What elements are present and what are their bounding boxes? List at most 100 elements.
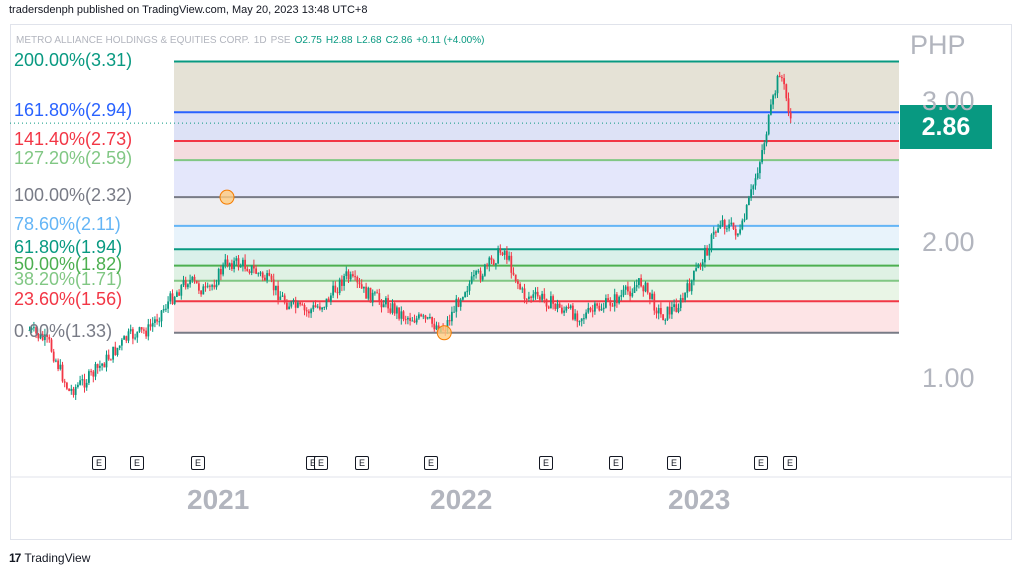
candle-body	[220, 268, 222, 275]
earnings-event-icon[interactable]: E	[783, 456, 797, 470]
candle-body	[642, 286, 645, 292]
candle-body	[497, 248, 499, 264]
candle-body	[539, 296, 541, 300]
candle-body	[754, 178, 757, 186]
candle-body	[422, 315, 425, 317]
candle-body	[776, 75, 779, 94]
earnings-event-icon[interactable]: E	[191, 456, 205, 470]
candle-body	[607, 298, 609, 301]
candle-body	[415, 318, 418, 323]
candle-body	[299, 302, 301, 305]
candle-body	[63, 381, 66, 383]
candle-body	[382, 304, 385, 308]
candle-body	[495, 263, 497, 265]
candle-body	[261, 272, 264, 278]
candle-body	[602, 307, 605, 310]
candle-body	[686, 283, 689, 293]
candle-body	[37, 333, 40, 339]
candle-body	[178, 292, 180, 296]
candle-body	[785, 84, 788, 99]
candle-body	[712, 231, 715, 235]
fib-zone	[174, 301, 899, 333]
candle-body	[688, 283, 691, 292]
candle-body	[517, 281, 519, 284]
earnings-event-icon[interactable]: E	[92, 456, 106, 470]
candle-body	[88, 371, 90, 383]
candle-body	[756, 173, 759, 179]
candle-body	[121, 339, 123, 346]
candle-body	[613, 294, 616, 307]
candle-body	[116, 348, 119, 356]
candle-body	[774, 93, 777, 96]
fib-level-label: 141.40%(2.73)	[14, 128, 133, 149]
candle-body	[286, 302, 288, 310]
candle-body	[242, 259, 244, 266]
candle-body	[123, 336, 125, 340]
earnings-event-icon[interactable]: E	[355, 456, 369, 470]
candle-body	[541, 293, 543, 300]
legend-symbol: METRO ALLIANCE HOLDINGS & EQUITIES CORP.	[16, 35, 250, 46]
candle-body	[671, 307, 673, 315]
candle-body	[528, 296, 530, 299]
candle-body	[726, 228, 728, 230]
earnings-event-icon[interactable]: E	[314, 456, 328, 470]
candle-body	[512, 272, 515, 275]
candle-body	[292, 299, 295, 302]
candle-body	[143, 329, 145, 331]
candle-body	[184, 280, 187, 288]
earnings-event-icon[interactable]: E	[754, 456, 768, 470]
candle-body	[365, 286, 367, 299]
candle-body	[158, 321, 161, 323]
candle-body	[638, 278, 640, 286]
candle-body	[536, 291, 539, 297]
brand-name: TradingView	[24, 551, 91, 565]
candle-body	[763, 143, 766, 151]
candle-body	[281, 295, 284, 297]
candle-body	[464, 292, 466, 298]
tradingview-logo-icon: 17	[9, 551, 21, 565]
candle-body	[70, 388, 73, 391]
candle-body	[268, 273, 271, 276]
earnings-event-icon[interactable]: E	[539, 456, 553, 470]
candle-body	[730, 222, 733, 225]
candle-body	[30, 327, 33, 330]
candle-body	[429, 317, 431, 319]
candle-body	[341, 279, 343, 286]
candle-body	[330, 295, 332, 302]
candle-body	[235, 258, 238, 261]
candle-body	[558, 303, 561, 308]
candle-body	[222, 264, 224, 275]
candle-body	[376, 292, 378, 294]
candle-body	[679, 298, 682, 308]
candle-body	[506, 250, 508, 260]
candle-body	[39, 333, 42, 339]
candle-body	[138, 327, 141, 332]
candle-body	[349, 274, 352, 280]
fib-level-label: 23.60%(1.56)	[14, 289, 123, 310]
candle-body	[503, 250, 506, 255]
candle-body	[191, 276, 194, 281]
fib-zone	[174, 61, 899, 113]
candle-body	[226, 259, 229, 266]
price-axis-label: 2.00	[922, 227, 975, 257]
candle-body	[248, 271, 251, 274]
candle-body	[721, 220, 724, 226]
candle-body	[695, 268, 697, 271]
earnings-event-icon[interactable]: E	[130, 456, 144, 470]
candle-body	[616, 294, 618, 304]
candle-body	[398, 307, 400, 319]
candle-body	[534, 291, 537, 295]
candle-body	[547, 306, 550, 309]
fib-level-label: 161.80%(2.94)	[14, 100, 133, 121]
candle-body	[618, 296, 620, 304]
candle-body	[580, 318, 583, 322]
earnings-event-icon[interactable]: E	[424, 456, 438, 470]
earnings-event-icon[interactable]: E	[609, 456, 623, 470]
candle-body	[484, 264, 486, 276]
candle-body	[147, 324, 150, 337]
candle-body	[369, 287, 372, 303]
candle-body	[433, 323, 436, 330]
earnings-event-icon[interactable]: E	[667, 456, 681, 470]
candle-body	[710, 234, 713, 250]
